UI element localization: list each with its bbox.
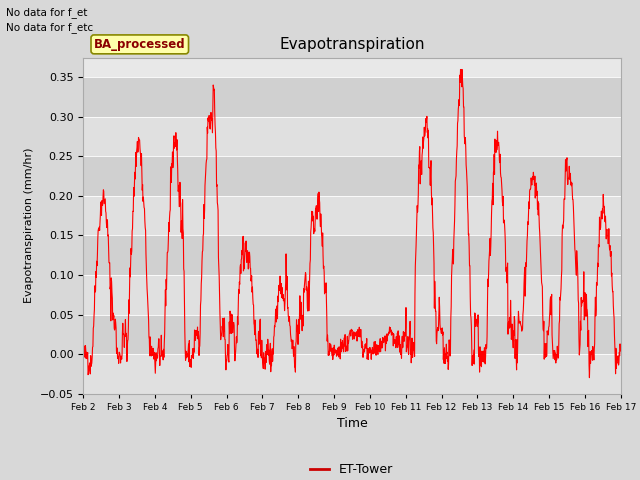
Title: Evapotranspiration: Evapotranspiration: [279, 37, 425, 52]
Legend: ET-Tower: ET-Tower: [305, 458, 399, 480]
Bar: [83, 314, 621, 354]
Bar: [83, 354, 621, 394]
Bar: [83, 196, 621, 236]
Bar: [83, 156, 621, 196]
Bar: [83, 117, 621, 156]
Y-axis label: Evapotranspiration (mm/hr): Evapotranspiration (mm/hr): [24, 148, 34, 303]
Bar: [83, 77, 621, 117]
Text: BA_processed: BA_processed: [94, 38, 186, 51]
Text: No data for f_et: No data for f_et: [6, 7, 88, 18]
Bar: [83, 275, 621, 314]
Text: No data for f_etc: No data for f_etc: [6, 22, 93, 33]
X-axis label: Time: Time: [337, 417, 367, 430]
Bar: [83, 236, 621, 275]
